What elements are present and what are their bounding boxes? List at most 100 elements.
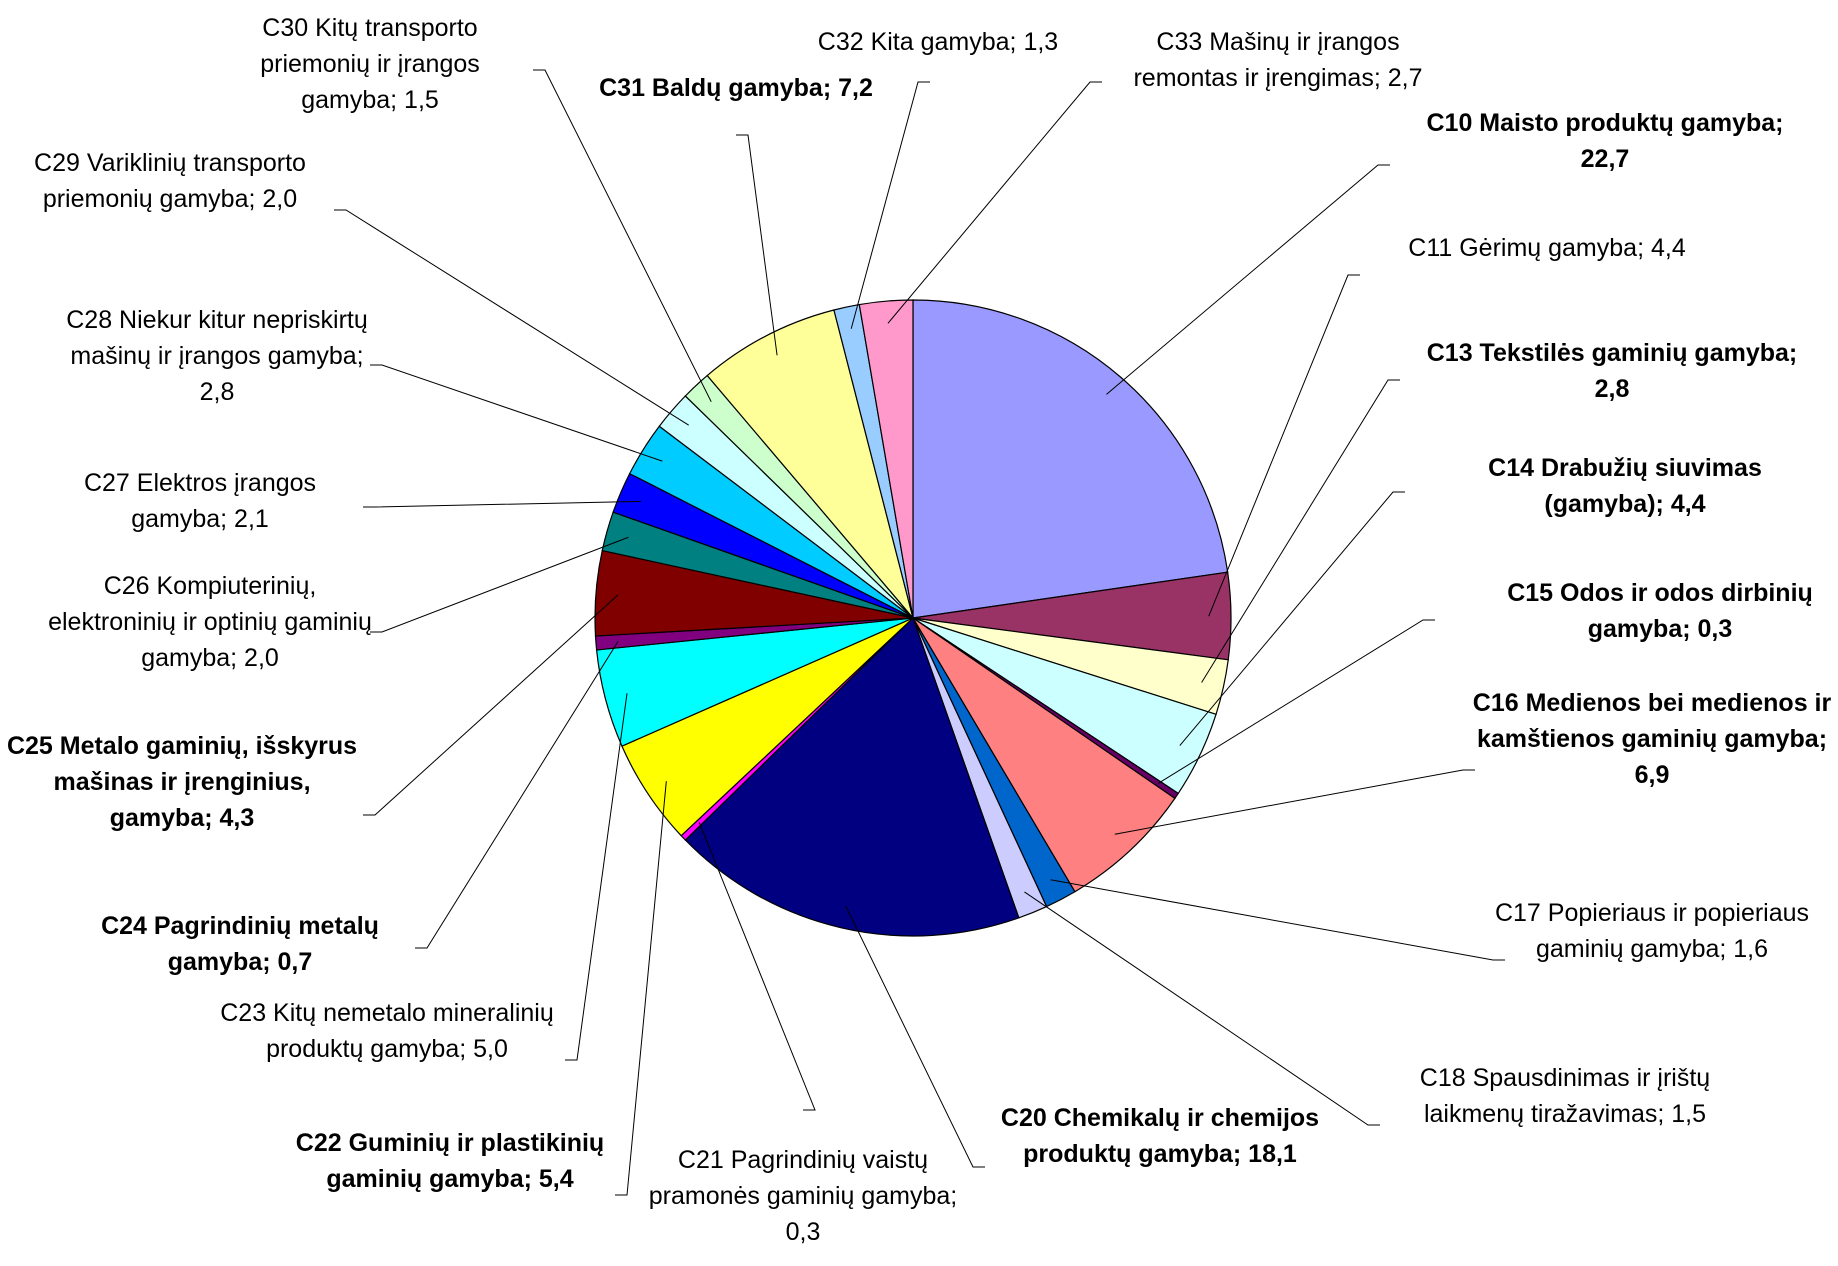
- leader-line: [370, 536, 629, 633]
- separator: ;: [950, 1182, 965, 1210]
- leader-line: [1024, 891, 1380, 1126]
- leader-line: [415, 640, 619, 949]
- separator: ;: [204, 804, 220, 832]
- leader-line: [565, 693, 628, 1061]
- leader-line: [1208, 274, 1360, 617]
- separator: ;: [356, 342, 371, 370]
- data-label: C29 Variklinių transporto priemonių gamy…: [10, 145, 330, 217]
- value-label: 2,0: [262, 185, 298, 213]
- category-name: C11 Gėrimų gamyba: [1408, 234, 1638, 262]
- data-label: C32 Kita gamyba; 1,3: [768, 24, 1108, 60]
- category-name: C20 Chemikalų ir chemijos produktų gamyb…: [1000, 1104, 1327, 1168]
- pie-slice: [684, 616, 1020, 937]
- leader-line: [1179, 491, 1405, 746]
- leader-line: [363, 500, 642, 508]
- leader-line: [1157, 619, 1435, 784]
- value-label: 0,3: [1697, 615, 1733, 643]
- data-label: C11 Gėrimų gamyba; 4,4: [1377, 230, 1717, 266]
- separator: ;: [1232, 1140, 1249, 1168]
- data-label: C10 Maisto produktų gamyba; 22,7: [1415, 105, 1795, 177]
- separator: ;: [1657, 1100, 1672, 1128]
- data-label: C21 Pagrindinių vaistų pramonės gaminių …: [633, 1142, 973, 1250]
- leader-line: [887, 81, 1102, 324]
- category-name: C27 Elektros įrangos gamyba: [83, 469, 323, 533]
- leader-line: [370, 364, 663, 462]
- leader-line: [845, 905, 985, 1168]
- category-name: C24 Pagrindinių metalų gamyba: [101, 912, 386, 976]
- separator: ;: [230, 644, 245, 672]
- data-label: C27 Elektros įrangos gamyba; 2,1: [40, 465, 360, 537]
- value-label: 22,7: [1580, 145, 1630, 173]
- separator: ;: [390, 86, 405, 114]
- data-label: C15 Odos ir odos dirbinių gamyba; 0,3: [1490, 575, 1830, 647]
- category-name: C26 Kompiuterinių, elektroninių ir optin…: [48, 572, 379, 672]
- leader-line: [850, 81, 930, 329]
- leader-line: [615, 781, 667, 1196]
- pie-slice: [706, 309, 914, 619]
- category-name: C22 Guminių ir plastikinių gaminių gamyb…: [295, 1129, 612, 1193]
- value-label: 2,1: [234, 505, 269, 533]
- category-name: C18 Spausdinimas ir įrištų laikmenų tira…: [1419, 1064, 1718, 1128]
- value-label: 1,3: [1023, 28, 1059, 56]
- leader-line: [736, 134, 778, 356]
- category-name: C16 Medienos bei medienos ir kamštienos …: [1472, 689, 1838, 753]
- value-label: 2,8: [1594, 375, 1630, 403]
- separator: ;: [220, 505, 235, 533]
- category-name: C17 Popieriaus ir popieriaus gaminių gam…: [1494, 899, 1816, 963]
- category-name: C29 Variklinių transporto priemonių gamy…: [34, 149, 313, 213]
- category-name: C30 Kitų transporto priemonių ir įrangos…: [260, 14, 487, 114]
- value-label: 7,2: [838, 74, 873, 102]
- pie-slice: [912, 617, 1176, 893]
- category-name: C31 Baldų gamyba: [599, 74, 823, 102]
- category-name: C21 Pagrindinių vaistų pramonės gaminių …: [648, 1146, 951, 1210]
- value-label: 1,5: [404, 86, 439, 114]
- separator: ;: [822, 74, 839, 102]
- separator: ;: [1655, 490, 1671, 518]
- value-label: 4,4: [1670, 490, 1706, 518]
- category-name: C23 Kitų nemetalo mineralinių produktų g…: [220, 999, 561, 1063]
- separator: ;: [1775, 109, 1791, 137]
- data-label: C31 Baldų gamyba; 7,2: [546, 70, 926, 106]
- value-label: 0,7: [277, 948, 313, 976]
- data-label: C16 Medienos bei medienos ir kamštienos …: [1462, 685, 1838, 793]
- data-label: C25 Metalo gaminių, išskyrus mašinas ir …: [2, 728, 362, 836]
- separator: ;: [1818, 725, 1834, 753]
- data-label: C33 Mašinų ir įrangos remontas ir įrengi…: [1108, 24, 1448, 96]
- separator: ;: [1637, 234, 1651, 262]
- leader-line: [1201, 379, 1400, 683]
- data-label: C20 Chemikalų ir chemijos produktų gamyb…: [990, 1100, 1330, 1172]
- data-label: C17 Popieriaus ir popieriaus gaminių gam…: [1492, 895, 1812, 967]
- leader-line: [533, 69, 712, 403]
- separator: ;: [523, 1165, 539, 1193]
- leader-line: [698, 822, 816, 1111]
- value-label: 2,0: [244, 644, 279, 672]
- value-label: 1,6: [1733, 935, 1769, 963]
- data-label: C30 Kitų transporto priemonių ir įrangos…: [210, 10, 530, 118]
- category-name: C33 Mašinų ir įrangos remontas ir įrengi…: [1133, 28, 1407, 92]
- value-label: 4,4: [1650, 234, 1686, 262]
- pie-slice: [858, 299, 914, 619]
- category-name: C25 Metalo gaminių, išskyrus mašinas ir …: [6, 732, 365, 832]
- separator: ;: [1719, 935, 1734, 963]
- value-label: 0,3: [785, 1218, 821, 1246]
- leader-line: [334, 209, 689, 426]
- separator: ;: [262, 948, 278, 976]
- data-label: C22 Guminių ir plastikinių gaminių gamyb…: [290, 1125, 610, 1197]
- value-label: 18,1: [1248, 1140, 1297, 1168]
- data-label: C28 Niekur kitur nepriskirtų mašinų ir į…: [52, 302, 382, 410]
- separator: ;: [1682, 615, 1698, 643]
- value-label: 6,9: [1634, 761, 1670, 789]
- value-label: 1,5: [1671, 1100, 1707, 1128]
- separator: ;: [1009, 28, 1024, 56]
- separator: ;: [1788, 339, 1805, 367]
- data-label: C24 Pagrindinių metalų gamyba; 0,7: [70, 908, 410, 980]
- category-name: C32 Kita gamyba: [817, 28, 1010, 56]
- category-name: C15 Odos ir odos dirbinių gamyba: [1507, 579, 1820, 643]
- value-label: 2,7: [1387, 64, 1423, 92]
- separator: ;: [459, 1035, 474, 1063]
- data-label: C26 Kompiuterinių, elektroninių ir optin…: [40, 568, 380, 676]
- leader-line: [1050, 879, 1505, 961]
- value-label: 5,0: [473, 1035, 508, 1063]
